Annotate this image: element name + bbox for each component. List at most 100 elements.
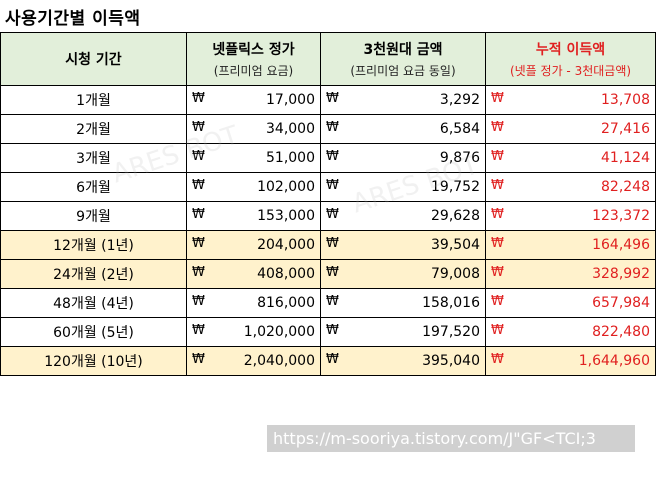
profit-cell: ₩41,124 [485,143,656,173]
period-cell: 120개월 (10년) [0,346,187,376]
profit-cell: ₩328,992 [485,259,656,289]
header-profit: 누적 이득액 (넷플 정가 - 3천대금액) [485,32,656,86]
won-sign: ₩ [491,91,504,106]
netflix-value: 408,000 [257,266,315,282]
profit-value: 123,372 [592,208,650,224]
period-cell: 2개월 [0,114,187,144]
header-period-label: 시청 기간 [65,52,122,68]
won-sign: ₩ [192,91,205,106]
table-row: 1개월 ₩17,000 ₩3,292 ₩13,708 [0,85,656,115]
netflix-value: 153,000 [257,208,315,224]
cheap-price-cell: ₩395,040 [320,346,486,376]
header-profit-label: 누적 이득액 [535,42,606,58]
table-row: 12개월 (1년) ₩204,000 ₩39,504 ₩164,496 [0,230,656,260]
netflix-price-cell: ₩17,000 [186,85,321,115]
profit-value: 328,992 [592,266,650,282]
url-caption: https://m-sooriya.tistory.com/J"GF<TCI;3 [267,425,635,452]
profit-value: 27,416 [601,121,650,137]
won-sign: ₩ [491,178,504,193]
table-header-row: 시청 기간 넷플릭스 정가 (프리미엄 요금) 3천원대 금액 (프리미엄 요금 동… [0,32,656,86]
netflix-price-cell: ₩816,000 [186,288,321,318]
netflix-value: 2,040,000 [243,353,315,369]
won-sign: ₩ [326,352,339,367]
cheap-value: 79,008 [431,266,480,282]
won-sign: ₩ [192,120,205,135]
cheap-value: 29,628 [431,208,480,224]
won-sign: ₩ [491,323,504,338]
profit-cell: ₩822,480 [485,317,656,347]
cheap-value: 9,876 [439,150,480,166]
cheap-value: 3,292 [439,92,480,108]
period-cell: 48개월 (4년) [0,288,187,318]
profit-value: 82,248 [601,179,650,195]
won-sign: ₩ [192,207,205,222]
profit-value: 822,480 [592,324,650,340]
netflix-value: 102,000 [257,179,315,195]
won-sign: ₩ [491,120,504,135]
won-sign: ₩ [192,178,205,193]
cheap-price-cell: ₩29,628 [320,201,486,231]
cheap-price-cell: ₩197,520 [320,317,486,347]
profit-cell: ₩1,644,960 [485,346,656,376]
header-period: 시청 기간 [0,32,187,86]
header-profit-sub: (넷플 정가 - 3천대금액) [509,64,632,78]
profit-cell: ₩164,496 [485,230,656,260]
cheap-price-cell: ₩79,008 [320,259,486,289]
cheap-value: 395,040 [422,353,480,369]
period-cell: 60개월 (5년) [0,317,187,347]
won-sign: ₩ [491,294,504,309]
header-cheap-label: 3천원대 금액 [363,42,443,58]
won-sign: ₩ [326,294,339,309]
cheap-value: 39,504 [431,237,480,253]
won-sign: ₩ [491,207,504,222]
netflix-value: 51,000 [266,150,315,166]
table-row: 3개월 ₩51,000 ₩9,876 ₩41,124 [0,143,656,173]
table-row: 9개월 ₩153,000 ₩29,628 ₩123,372 [0,201,656,231]
cheap-value: 158,016 [422,295,480,311]
cheap-value: 19,752 [431,179,480,195]
netflix-value: 204,000 [257,237,315,253]
savings-table: 시청 기간 넷플릭스 정가 (프리미엄 요금) 3천원대 금액 (프리미엄 요금 동… [0,32,656,376]
won-sign: ₩ [491,149,504,164]
won-sign: ₩ [192,236,205,251]
profit-cell: ₩27,416 [485,114,656,144]
cheap-price-cell: ₩158,016 [320,288,486,318]
table-row: 2개월 ₩34,000 ₩6,584 ₩27,416 [0,114,656,144]
netflix-price-cell: ₩153,000 [186,201,321,231]
period-cell: 12개월 (1년) [0,230,187,260]
netflix-value: 816,000 [257,295,315,311]
won-sign: ₩ [491,352,504,367]
netflix-price-cell: ₩102,000 [186,172,321,202]
won-sign: ₩ [192,294,205,309]
cheap-price-cell: ₩3,292 [320,85,486,115]
cheap-value: 6,584 [439,121,480,137]
netflix-price-cell: ₩408,000 [186,259,321,289]
cheap-value: 197,520 [422,324,480,340]
header-cheap-sub: (프리미엄 요금 동일) [350,64,456,78]
netflix-value: 17,000 [266,92,315,108]
won-sign: ₩ [192,323,205,338]
profit-value: 41,124 [601,150,650,166]
profit-value: 657,984 [592,295,650,311]
profit-value: 164,496 [592,237,650,253]
table-row: 6개월 ₩102,000 ₩19,752 ₩82,248 [0,172,656,202]
profit-value: 1,644,960 [578,353,650,369]
profit-cell: ₩657,984 [485,288,656,318]
won-sign: ₩ [192,265,205,280]
netflix-price-cell: ₩34,000 [186,114,321,144]
table-row: 48개월 (4년) ₩816,000 ₩158,016 ₩657,984 [0,288,656,318]
profit-cell: ₩82,248 [485,172,656,202]
won-sign: ₩ [326,236,339,251]
won-sign: ₩ [326,120,339,135]
cheap-price-cell: ₩19,752 [320,172,486,202]
won-sign: ₩ [326,265,339,280]
netflix-price-cell: ₩51,000 [186,143,321,173]
netflix-price-cell: ₩1,020,000 [186,317,321,347]
period-cell: 1개월 [0,85,187,115]
netflix-value: 1,020,000 [243,324,315,340]
won-sign: ₩ [192,352,205,367]
won-sign: ₩ [326,207,339,222]
won-sign: ₩ [491,265,504,280]
table-row: 60개월 (5년) ₩1,020,000 ₩197,520 ₩822,480 [0,317,656,347]
header-netflix-price: 넷플릭스 정가 (프리미엄 요금) [186,32,321,86]
